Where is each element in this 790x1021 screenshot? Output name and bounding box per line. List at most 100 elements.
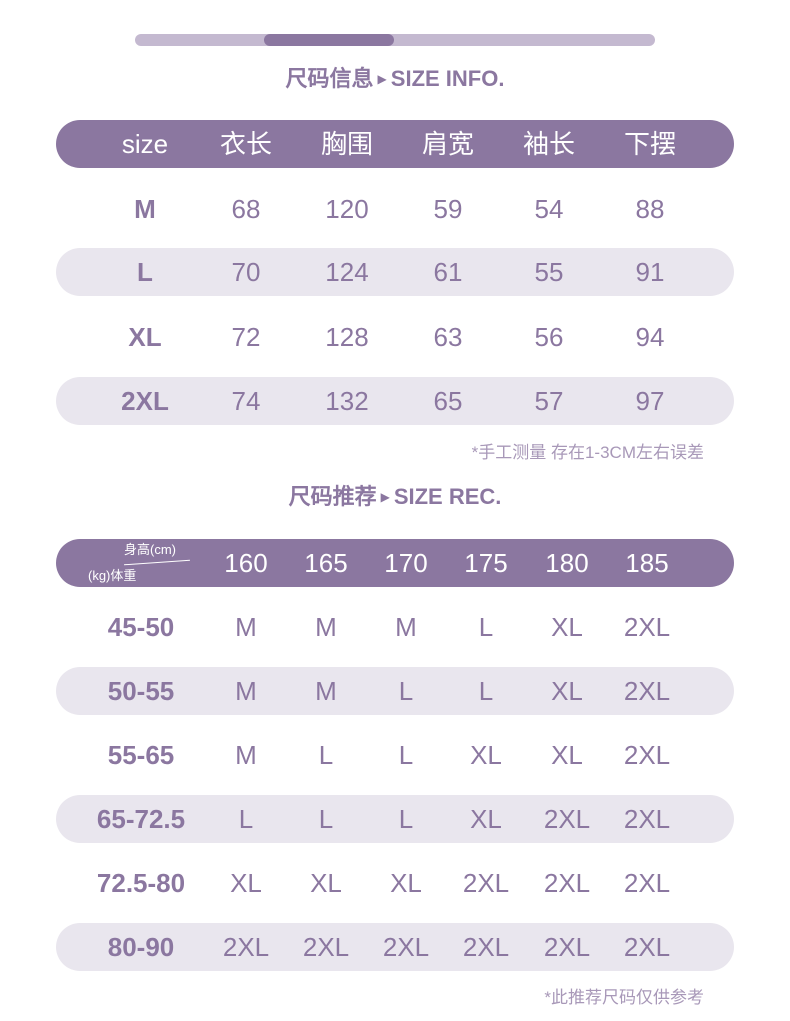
table-cell: 65 <box>433 386 463 416</box>
table-cell: 55 <box>534 257 564 287</box>
table-cell: 57 <box>534 386 564 416</box>
table-cell: 50-55 <box>107 676 175 706</box>
table-cell: 2XL <box>543 932 591 962</box>
table-cell: 2XL <box>222 932 270 962</box>
table-cell: M <box>235 612 257 642</box>
table-row: M 68 120 59 54 88 <box>56 185 734 233</box>
table-cell: L <box>478 676 494 706</box>
table-cell: M <box>395 612 417 642</box>
scroll-thumb[interactable] <box>264 34 394 46</box>
table-cell: 2XL <box>623 740 671 770</box>
table-cell: L <box>318 804 334 834</box>
table-cell: XL <box>390 868 422 898</box>
title-cn: 尺码信息 <box>285 66 374 91</box>
table-cell: L <box>137 257 153 287</box>
table-header: size 衣长 胸围 肩宽 袖长 下摆 <box>56 120 734 168</box>
table-cell: 肩宽 <box>421 129 474 159</box>
table-row: 80-90 2XL 2XL 2XL 2XL 2XL 2XL <box>56 923 734 971</box>
table-cell: 2XL <box>623 676 671 706</box>
table-cell: L <box>398 804 414 834</box>
table-cell: M <box>315 676 337 706</box>
table-row: 2XL 74 132 65 57 97 <box>56 377 734 425</box>
table-cell: 185 <box>625 548 669 578</box>
table-cell: 124 <box>325 257 369 287</box>
table-cell: L <box>398 740 414 770</box>
table-cell: XL <box>310 868 342 898</box>
table-cell: 2XL <box>623 612 671 642</box>
table-cell: 120 <box>325 194 369 224</box>
table-cell: XL <box>551 612 583 642</box>
table-cell: L <box>238 804 254 834</box>
table-row: 45-50 M M M L XL 2XL <box>56 603 734 651</box>
table-cell: 175 <box>464 548 508 578</box>
table-cell: L <box>398 676 414 706</box>
table-cell: 59 <box>433 194 463 224</box>
title-en: SIZE REC. <box>393 484 502 509</box>
triangle-icon: ▶ <box>380 490 390 504</box>
table-cell: 91 <box>635 257 665 287</box>
weight-label: (kg)体重 <box>88 568 137 583</box>
title-en: SIZE INFO. <box>390 66 505 91</box>
table-cell: L <box>478 612 494 642</box>
table-row: 72.5-80 XL XL XL 2XL 2XL 2XL <box>56 859 734 907</box>
measurement-note: *手工测量 存在1-3CM左右误差 <box>471 443 704 462</box>
table-cell: 97 <box>635 386 665 416</box>
table-cell: 2XL <box>121 386 169 416</box>
table-cell: 45-50 <box>107 612 175 642</box>
table-row: XL 72 128 63 56 94 <box>56 313 734 361</box>
table-cell: 2XL <box>623 804 671 834</box>
table-cell: 61 <box>433 257 463 287</box>
table-cell: 2XL <box>543 868 591 898</box>
table-cell: 170 <box>384 548 428 578</box>
table-cell: 2XL <box>302 932 350 962</box>
table-cell: XL <box>470 804 502 834</box>
table-cell: XL <box>128 322 162 352</box>
table-cell: 55-65 <box>107 740 175 770</box>
scroll-track[interactable] <box>135 34 655 46</box>
table-cell: size <box>121 129 169 159</box>
title-cn: 尺码推荐 <box>288 484 377 509</box>
table-cell: 165 <box>304 548 348 578</box>
table-cell: 128 <box>325 322 369 352</box>
table-cell: M <box>315 612 337 642</box>
table-cell: 70 <box>231 257 261 287</box>
table-cell: 2XL <box>543 804 591 834</box>
table-cell: 2XL <box>623 868 671 898</box>
triangle-icon: ▶ <box>377 72 387 86</box>
table-cell: 2XL <box>462 932 510 962</box>
table-cell: XL <box>470 740 502 770</box>
table-cell: L <box>318 740 334 770</box>
table-cell: 88 <box>635 194 665 224</box>
recommendation-note: *此推荐尺码仅供参考 <box>544 988 704 1007</box>
table-cell: 袖长 <box>522 129 575 159</box>
table-cell: 132 <box>325 386 369 416</box>
table-cell: 衣长 <box>219 129 272 159</box>
size-info-title: 尺码信息 ▶ SIZE INFO. <box>0 66 790 92</box>
table-row: L 70 124 61 55 91 <box>56 248 734 296</box>
table-cell: 80-90 <box>107 932 175 962</box>
table-cell: 2XL <box>462 868 510 898</box>
table-cell: 72.5-80 <box>96 868 186 898</box>
size-rec-title: 尺码推荐 ▶ SIZE REC. <box>0 484 790 510</box>
table-cell: 160 <box>224 548 268 578</box>
table-cell: 63 <box>433 322 463 352</box>
table-cell: XL <box>551 740 583 770</box>
table-row: 55-65 M L L XL XL 2XL <box>56 731 734 779</box>
table-cell: 54 <box>534 194 564 224</box>
table-header: 160 165 170 175 180 185 身高(cm) (kg)体重 <box>56 539 734 587</box>
divider <box>124 559 190 566</box>
table-row: 65-72.5 L L L XL 2XL 2XL <box>56 795 734 843</box>
table-cell: M <box>134 194 156 224</box>
height-weight-corner: 身高(cm) (kg)体重 <box>80 539 210 587</box>
table-cell: 94 <box>635 322 665 352</box>
table-cell: M <box>235 740 257 770</box>
table-cell: 180 <box>545 548 589 578</box>
table-cell: 74 <box>231 386 261 416</box>
height-label: 身高(cm) <box>124 542 176 557</box>
table-cell: 胸围 <box>320 129 373 159</box>
table-cell: XL <box>551 676 583 706</box>
table-cell: M <box>235 676 257 706</box>
table-cell: 2XL <box>623 932 671 962</box>
table-row: 50-55 M M L L XL 2XL <box>56 667 734 715</box>
